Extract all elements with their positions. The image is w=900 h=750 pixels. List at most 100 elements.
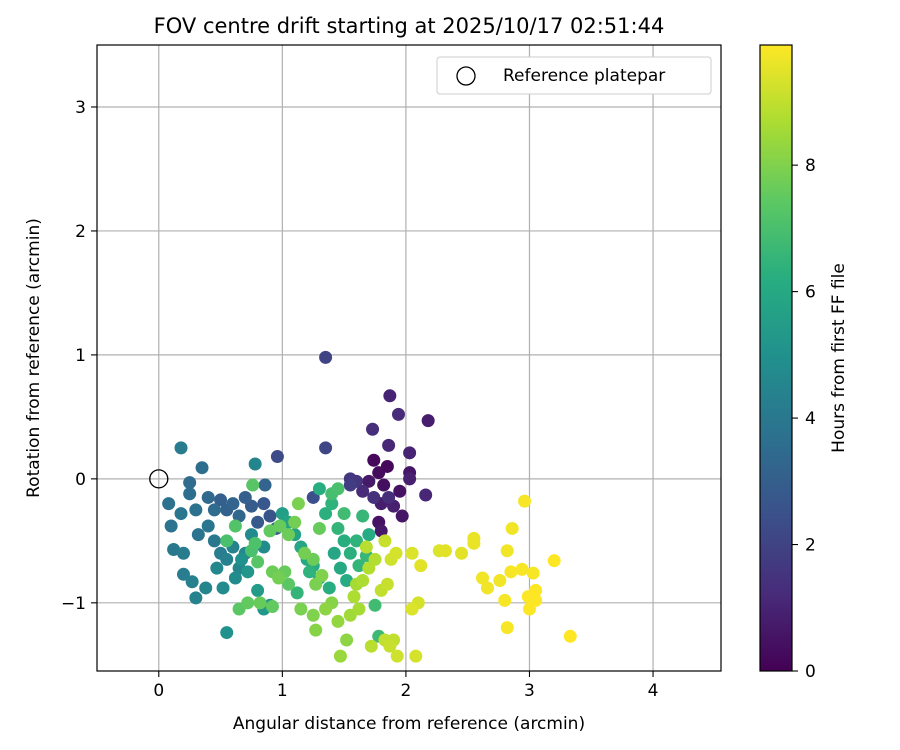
data-point — [390, 649, 404, 663]
data-point — [368, 552, 382, 566]
data-point — [241, 596, 255, 610]
data-point — [176, 567, 190, 581]
data-point — [403, 446, 417, 460]
data-point — [356, 574, 370, 588]
data-point — [467, 536, 481, 550]
data-point — [493, 574, 507, 588]
data-point — [176, 546, 190, 560]
colorbar-ticks: 0 2 4 6 8 — [792, 156, 816, 682]
data-point — [270, 450, 284, 464]
x-tick-label: 3 — [524, 681, 535, 701]
data-point — [455, 546, 469, 560]
data-point — [526, 566, 540, 580]
data-point — [368, 598, 382, 612]
data-point — [391, 407, 405, 421]
data-point — [500, 621, 514, 635]
data-point — [258, 478, 272, 492]
reference-point — [149, 469, 169, 489]
x-tick-label: 4 — [648, 681, 659, 701]
data-point — [419, 488, 433, 502]
data-point — [216, 581, 230, 595]
y-tick-label: 2 — [75, 222, 86, 242]
data-point — [380, 577, 394, 591]
data-point — [409, 649, 423, 663]
data-point — [248, 457, 262, 471]
plot-area — [97, 45, 721, 671]
x-tick-label: 2 — [400, 681, 411, 701]
legend: Reference platepar — [436, 56, 712, 95]
data-point — [290, 586, 304, 600]
data-point — [319, 441, 333, 455]
data-point — [438, 544, 452, 558]
chart-title: FOV centre drift starting at 2025/10/17 … — [154, 14, 665, 38]
data-point — [226, 497, 240, 511]
data-point — [405, 546, 419, 560]
data-point — [356, 484, 370, 498]
data-point — [210, 561, 224, 575]
y-tick-label: 3 — [75, 98, 86, 118]
colorbar-tick-label: 8 — [805, 156, 816, 176]
data-point — [228, 571, 242, 585]
y-axis-label: Rotation from reference (arcmin) — [24, 218, 44, 498]
data-point — [343, 478, 357, 492]
data-point — [500, 544, 514, 558]
data-point — [327, 546, 341, 560]
data-point — [322, 581, 336, 595]
data-point — [248, 536, 262, 550]
data-point — [291, 497, 305, 511]
data-point — [273, 519, 287, 533]
data-point — [167, 543, 181, 557]
data-point — [251, 555, 265, 569]
data-point — [174, 507, 188, 521]
data-point — [383, 639, 397, 653]
data-point — [228, 519, 242, 533]
data-point — [352, 559, 366, 573]
data-point — [359, 540, 373, 554]
data-point — [294, 602, 308, 616]
data-point — [498, 593, 512, 607]
data-point — [476, 571, 490, 585]
data-point — [288, 515, 302, 529]
colorbar-gradient — [759, 44, 793, 672]
data-point — [246, 478, 260, 492]
data-point — [263, 509, 277, 523]
x-axis-label: Angular distance from reference (arcmin) — [233, 714, 585, 734]
data-point — [367, 453, 381, 467]
data-point — [505, 521, 519, 535]
x-tick-label: 1 — [277, 681, 288, 701]
data-points — [162, 350, 577, 663]
data-point — [337, 507, 351, 521]
data-point — [162, 497, 176, 511]
data-point — [201, 490, 215, 504]
data-point — [189, 503, 203, 517]
data-point — [403, 472, 417, 486]
data-point — [309, 623, 323, 637]
colorbar-tick-label: 0 — [805, 662, 816, 682]
data-point — [306, 608, 320, 622]
plot-frame — [96, 44, 722, 672]
data-point — [253, 596, 267, 610]
data-point — [207, 534, 221, 548]
data-point — [382, 490, 396, 504]
data-point — [563, 629, 577, 643]
legend-label: Reference platepar — [503, 66, 665, 86]
data-point — [352, 602, 366, 616]
data-point — [405, 602, 419, 616]
data-point — [333, 649, 347, 663]
colorbar: 0 2 4 6 8 Hours from first FF file — [759, 44, 849, 682]
data-point — [395, 509, 409, 523]
data-point — [241, 565, 255, 579]
data-point — [319, 350, 333, 364]
data-point — [185, 575, 199, 589]
x-tick-label: 0 — [153, 681, 164, 701]
data-point — [319, 507, 333, 521]
data-point — [364, 639, 378, 653]
data-point — [319, 602, 333, 616]
y-tick-label: 0 — [75, 470, 86, 490]
data-point — [529, 593, 543, 607]
legend-marker — [456, 66, 476, 86]
data-point — [366, 422, 380, 436]
data-point — [362, 528, 376, 542]
data-point — [362, 474, 376, 488]
data-point — [383, 389, 397, 403]
